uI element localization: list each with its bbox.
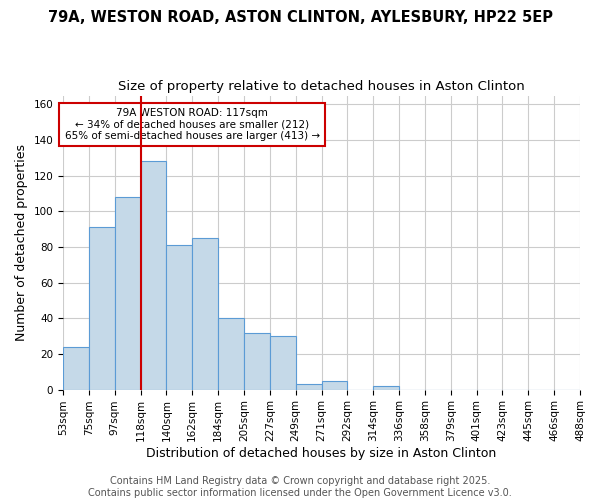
Bar <box>166 245 192 390</box>
Bar <box>244 332 270 390</box>
Y-axis label: Number of detached properties: Number of detached properties <box>15 144 28 341</box>
Bar <box>270 336 296 390</box>
Bar <box>115 197 140 390</box>
Bar <box>192 238 218 390</box>
X-axis label: Distribution of detached houses by size in Aston Clinton: Distribution of detached houses by size … <box>146 447 497 460</box>
Text: Contains HM Land Registry data © Crown copyright and database right 2025.
Contai: Contains HM Land Registry data © Crown c… <box>88 476 512 498</box>
Bar <box>373 386 399 390</box>
Title: Size of property relative to detached houses in Aston Clinton: Size of property relative to detached ho… <box>118 80 525 93</box>
Bar <box>218 318 244 390</box>
Bar <box>322 380 347 390</box>
Bar <box>89 228 115 390</box>
Bar <box>296 384 322 390</box>
Text: 79A, WESTON ROAD, ASTON CLINTON, AYLESBURY, HP22 5EP: 79A, WESTON ROAD, ASTON CLINTON, AYLESBU… <box>47 10 553 25</box>
Text: 79A WESTON ROAD: 117sqm
← 34% of detached houses are smaller (212)
65% of semi-d: 79A WESTON ROAD: 117sqm ← 34% of detache… <box>65 108 320 141</box>
Bar <box>63 347 89 390</box>
Bar <box>140 162 166 390</box>
